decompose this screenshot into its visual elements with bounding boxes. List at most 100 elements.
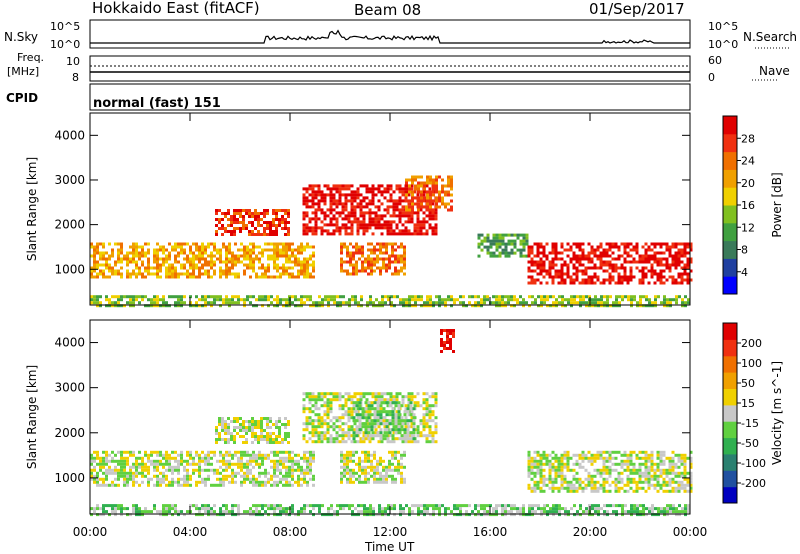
data-cell <box>407 214 411 218</box>
data-cell <box>333 301 336 305</box>
data-cell <box>602 254 606 258</box>
data-cell <box>486 295 489 299</box>
data-cell <box>344 401 348 405</box>
data-cell <box>560 281 564 285</box>
data-cell <box>560 272 564 276</box>
data-cell <box>416 401 420 405</box>
data-cell <box>425 401 429 405</box>
data-cell <box>225 504 228 508</box>
data-cell <box>573 298 576 302</box>
data-cell <box>320 232 324 236</box>
data-cell <box>386 431 390 435</box>
data-cell <box>428 413 432 417</box>
data-cell <box>255 304 258 308</box>
data-cell <box>677 480 681 484</box>
data-cell <box>317 440 321 444</box>
data-cell <box>102 504 105 508</box>
data-cell <box>234 242 237 246</box>
data-cell <box>656 278 660 282</box>
data-cell <box>554 251 558 255</box>
data-cell <box>358 251 361 255</box>
data-cell <box>108 304 111 308</box>
data-cell <box>195 483 198 487</box>
data-cell <box>242 221 245 224</box>
data-cell <box>284 432 287 435</box>
data-cell <box>261 513 264 517</box>
data-cell <box>413 190 417 194</box>
data-cell <box>425 407 429 411</box>
data-cell <box>671 480 675 484</box>
data-cell <box>335 202 339 206</box>
data-cell <box>156 266 159 270</box>
data-cell <box>385 410 389 414</box>
data-cell <box>638 471 642 475</box>
data-cell <box>385 477 388 481</box>
data-cell <box>269 426 272 429</box>
data-cell <box>281 441 284 444</box>
data-cell <box>165 304 168 308</box>
data-cell <box>174 459 177 463</box>
data-cell <box>186 254 189 258</box>
data-cell <box>282 465 285 469</box>
data-cell <box>249 456 252 460</box>
data-cell <box>560 453 564 457</box>
data-cell <box>431 395 435 399</box>
data-cell <box>327 304 330 308</box>
data-cell <box>282 459 285 463</box>
data-cell <box>332 398 336 402</box>
data-cell <box>309 471 312 475</box>
data-cell <box>311 196 315 200</box>
data-cell <box>425 398 429 402</box>
data-cell <box>276 298 279 302</box>
data-cell <box>320 226 324 230</box>
data-cell <box>389 428 393 432</box>
data-cell <box>111 251 114 255</box>
data-cell <box>323 431 327 435</box>
data-cell <box>519 248 523 252</box>
data-cell <box>231 468 234 472</box>
data-cell <box>252 477 255 481</box>
data-cell <box>215 438 218 441</box>
data-cell <box>373 425 377 429</box>
data-cell <box>443 344 446 347</box>
data-cell <box>605 251 609 255</box>
data-cell <box>539 471 543 475</box>
data-cell <box>359 416 363 420</box>
data-cell <box>504 295 507 299</box>
data-cell <box>288 453 291 457</box>
data-cell <box>361 245 364 249</box>
data-cell <box>362 232 366 236</box>
data-cell <box>376 242 379 246</box>
data-cell <box>450 181 453 185</box>
data-cell <box>347 437 351 441</box>
data-cell <box>254 233 257 236</box>
data-cell <box>189 248 192 252</box>
data-cell <box>428 410 432 414</box>
data-cell <box>323 223 327 227</box>
data-cell <box>674 245 678 249</box>
data-cell <box>357 304 360 308</box>
data-cell <box>329 187 333 191</box>
data-cell <box>394 401 398 405</box>
data-cell <box>204 269 207 273</box>
data-cell <box>364 428 368 432</box>
data-cell <box>288 272 291 276</box>
data-cell <box>135 456 138 460</box>
data-cell <box>400 456 403 460</box>
data-cell <box>239 209 242 212</box>
data-cell <box>264 453 267 457</box>
data-cell <box>633 295 636 299</box>
data-cell <box>150 272 153 276</box>
data-cell <box>108 269 111 273</box>
data-cell <box>198 456 201 460</box>
data-cell <box>671 260 675 264</box>
data-cell <box>213 248 216 252</box>
data-cell <box>659 483 663 487</box>
data-cell <box>339 295 342 299</box>
data-cell <box>507 301 510 305</box>
data-cell <box>338 202 342 206</box>
data-cell <box>602 456 606 460</box>
data-cell <box>551 263 555 267</box>
data-cell <box>602 489 606 493</box>
data-cell <box>681 298 684 302</box>
